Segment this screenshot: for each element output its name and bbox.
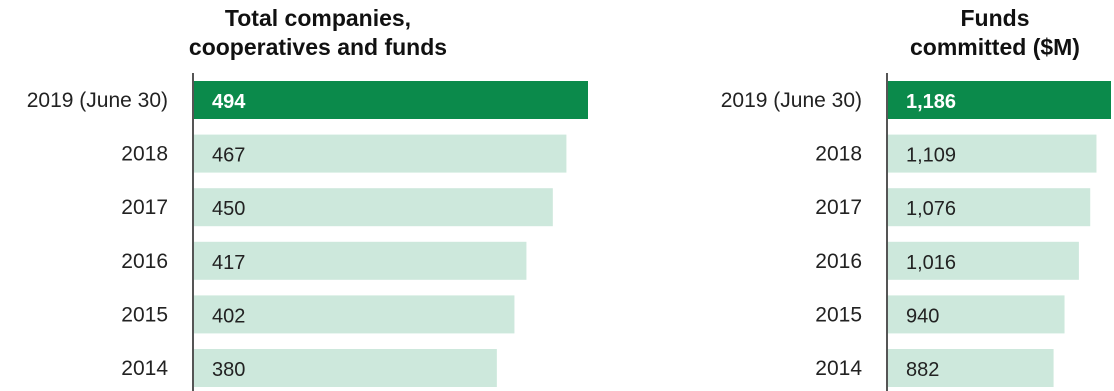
category-label: 2019 (June 30): [27, 89, 168, 112]
data-label: 380: [212, 359, 245, 381]
chart-title: Funds committed ($M): [910, 5, 1080, 60]
bar: [193, 134, 567, 173]
data-label: 1,076: [906, 198, 956, 220]
bar: [193, 188, 553, 227]
data-label: 940: [906, 305, 939, 327]
bar: [193, 295, 515, 334]
chart-title-line: Total companies,: [225, 5, 411, 31]
category-label: 2019 (June 30): [721, 89, 862, 112]
chart-title-line: Funds: [961, 5, 1030, 31]
category-label: 2018: [815, 143, 862, 166]
bar: [887, 241, 1079, 280]
bar: [193, 241, 527, 280]
category-label: 2016: [815, 250, 862, 273]
bar: [887, 295, 1065, 334]
category-label: 2015: [815, 303, 862, 326]
category-label: 2014: [815, 357, 862, 380]
category-label: 2016: [121, 250, 168, 273]
data-label: 402: [212, 305, 245, 327]
bar: [887, 188, 1091, 227]
data-label: 1,109: [906, 145, 956, 167]
bar: [887, 81, 1111, 119]
data-label: 882: [906, 359, 939, 381]
chart-title-line: cooperatives and funds: [189, 34, 447, 60]
chart-funds-committed: Funds committed ($M) 2019 (June 30) 1,186 20…: [721, 5, 1111, 391]
category-label: 2017: [815, 196, 862, 219]
data-label: 1,016: [906, 252, 956, 274]
data-label: 1,186: [906, 91, 956, 113]
bar: [193, 349, 497, 387]
category-label: 2015: [121, 303, 168, 326]
bar: [887, 349, 1054, 387]
data-label: 467: [212, 145, 245, 167]
chart-title: Total companies, cooperatives and funds: [189, 5, 447, 60]
bar: [887, 134, 1097, 173]
category-label: 2017: [121, 196, 168, 219]
data-label: 494: [212, 91, 246, 113]
category-label: 2018: [121, 143, 168, 166]
chart-title-line: committed ($M): [910, 34, 1080, 60]
category-label: 2014: [121, 357, 168, 380]
data-label: 450: [212, 198, 245, 220]
data-label: 417: [212, 252, 245, 274]
bar: [193, 81, 588, 119]
chart-total-companies: Total companies, cooperatives and funds 20…: [27, 5, 588, 391]
